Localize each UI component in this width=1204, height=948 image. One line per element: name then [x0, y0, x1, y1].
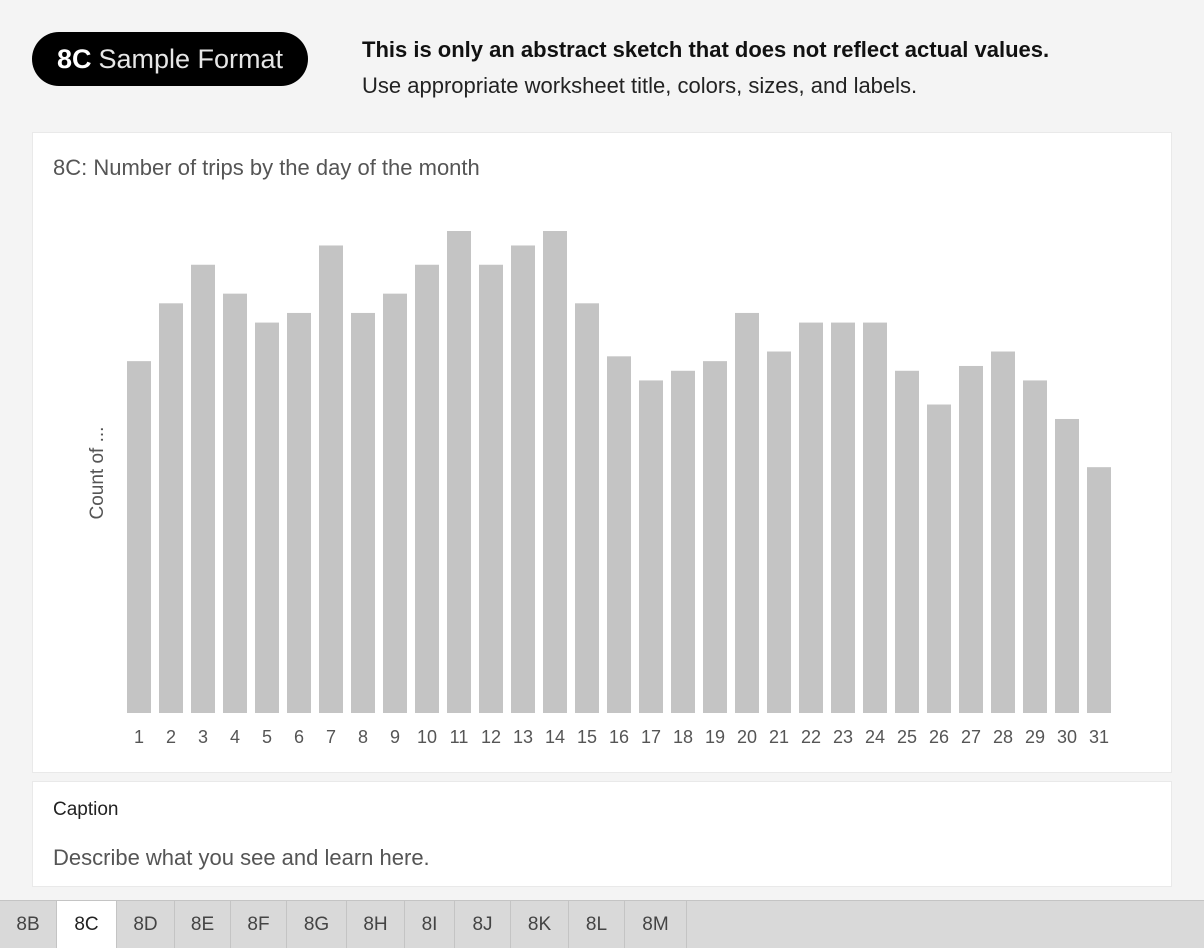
x-tick-label: 30 [1057, 727, 1077, 747]
x-tick-label: 17 [641, 727, 661, 747]
bar-day-10 [415, 264, 439, 713]
bar-day-18 [671, 370, 695, 713]
bar-day-29 [1023, 380, 1047, 713]
bar-day-11 [447, 231, 471, 713]
bar-day-17 [639, 380, 663, 713]
x-tick-label: 6 [294, 727, 304, 747]
x-tick-label: 10 [417, 727, 437, 747]
x-tick-label: 7 [326, 727, 336, 747]
x-tick-label: 15 [577, 727, 597, 747]
sheet-tab-8m[interactable]: 8M [625, 901, 687, 948]
bar-day-25 [895, 370, 919, 713]
x-tick-label: 2 [166, 727, 176, 747]
bar-day-21 [767, 351, 791, 713]
x-tick-label: 22 [801, 727, 821, 747]
bar-day-8 [351, 312, 375, 713]
bar-day-3 [191, 264, 215, 713]
sheet-tab-8g[interactable]: 8G [287, 901, 347, 948]
caption-panel: Caption Describe what you see and learn … [32, 781, 1172, 887]
bar-day-12 [479, 264, 503, 713]
sheet-tab-8b[interactable]: 8B [0, 901, 57, 948]
bar-day-5 [255, 322, 279, 713]
sheet-tab-8h[interactable]: 8H [347, 901, 405, 948]
sheet-tab-8c[interactable]: 8C [57, 901, 117, 948]
sheet-tab-8f[interactable]: 8F [231, 901, 287, 948]
bar-day-15 [575, 303, 599, 713]
chart-title: 8C: Number of trips by the day of the mo… [53, 155, 480, 180]
x-tick-label: 21 [769, 727, 789, 747]
bar-day-28 [991, 351, 1015, 713]
bar-day-4 [223, 293, 247, 713]
x-tick-label: 19 [705, 727, 725, 747]
bar-day-7 [319, 245, 343, 713]
bar-day-9 [383, 293, 407, 713]
x-tick-label: 28 [993, 727, 1013, 747]
bar-day-19 [703, 361, 727, 713]
bar-day-24 [863, 322, 887, 713]
sheet-tab-8e[interactable]: 8E [175, 901, 231, 948]
x-tick-label: 23 [833, 727, 853, 747]
chart-panel: 8C: Number of trips by the day of the mo… [32, 132, 1172, 773]
sheet-tab-8l[interactable]: 8L [569, 901, 625, 948]
x-tick-label: 29 [1025, 727, 1045, 747]
bar-day-20 [735, 312, 759, 713]
instruction-notes: This is only an abstract sketch that doe… [362, 36, 1049, 100]
sheet-tab-8i[interactable]: 8I [405, 901, 455, 948]
sheet-tab-bar: 8B 8C 8D 8E 8F 8G 8H 8I 8J 8K 8L 8M [0, 900, 1204, 948]
badge-sheet-id: 8C [56, 43, 92, 74]
caption-label: Caption [53, 799, 119, 820]
x-tick-label: 1 [134, 727, 144, 747]
x-tick-label: 24 [865, 727, 885, 747]
x-tick-label: 18 [673, 727, 693, 747]
sheet-tab-8k[interactable]: 8K [511, 901, 569, 948]
sample-format-badge: 8C Sample Format [32, 32, 308, 86]
x-tick-label: 9 [390, 727, 400, 747]
x-tick-label: 20 [737, 727, 757, 747]
bar-day-16 [607, 356, 631, 713]
x-tick-label: 16 [609, 727, 629, 747]
bar-day-14 [543, 231, 567, 713]
x-tick-label: 14 [545, 727, 565, 747]
x-tick-label: 3 [198, 727, 208, 747]
bar-day-22 [799, 322, 823, 713]
bar-day-26 [927, 404, 951, 713]
bar-day-1 [127, 361, 151, 713]
x-tick-label: 27 [961, 727, 981, 747]
bar-day-31 [1087, 467, 1111, 713]
bar-day-2 [159, 303, 183, 713]
sheet-tab-8j[interactable]: 8J [455, 901, 511, 948]
badge-label: Sample Format [98, 43, 284, 74]
guidance-text: Use appropriate worksheet title, colors,… [362, 73, 918, 98]
y-axis-label: Count of ... [87, 427, 108, 520]
x-tick-label: 31 [1089, 727, 1109, 747]
bar-day-6 [287, 312, 311, 713]
x-tick-label: 26 [929, 727, 949, 747]
sheet-tab-8d[interactable]: 8D [117, 901, 175, 948]
x-tick-label: 25 [897, 727, 917, 747]
x-tick-label: 4 [230, 727, 240, 747]
bar-day-30 [1055, 418, 1079, 713]
x-tick-label: 11 [450, 727, 469, 747]
x-tick-label: 13 [513, 727, 533, 747]
bar-day-27 [959, 365, 983, 713]
bar-day-23 [831, 322, 855, 713]
x-tick-label: 8 [358, 727, 368, 747]
bar-chart: 1 2 3 4 5 6 7 8 9 10 11 12 13 14 15 16 17 18 19 20 21 22 23 24 2… [87, 231, 1111, 747]
x-tick-label: 5 [262, 727, 272, 747]
disclaimer-text: This is only an abstract sketch that doe… [362, 37, 1050, 62]
bar-day-13 [511, 245, 535, 713]
x-tick-label: 12 [481, 727, 501, 747]
caption-input[interactable]: Describe what you see and learn here. [53, 845, 430, 870]
